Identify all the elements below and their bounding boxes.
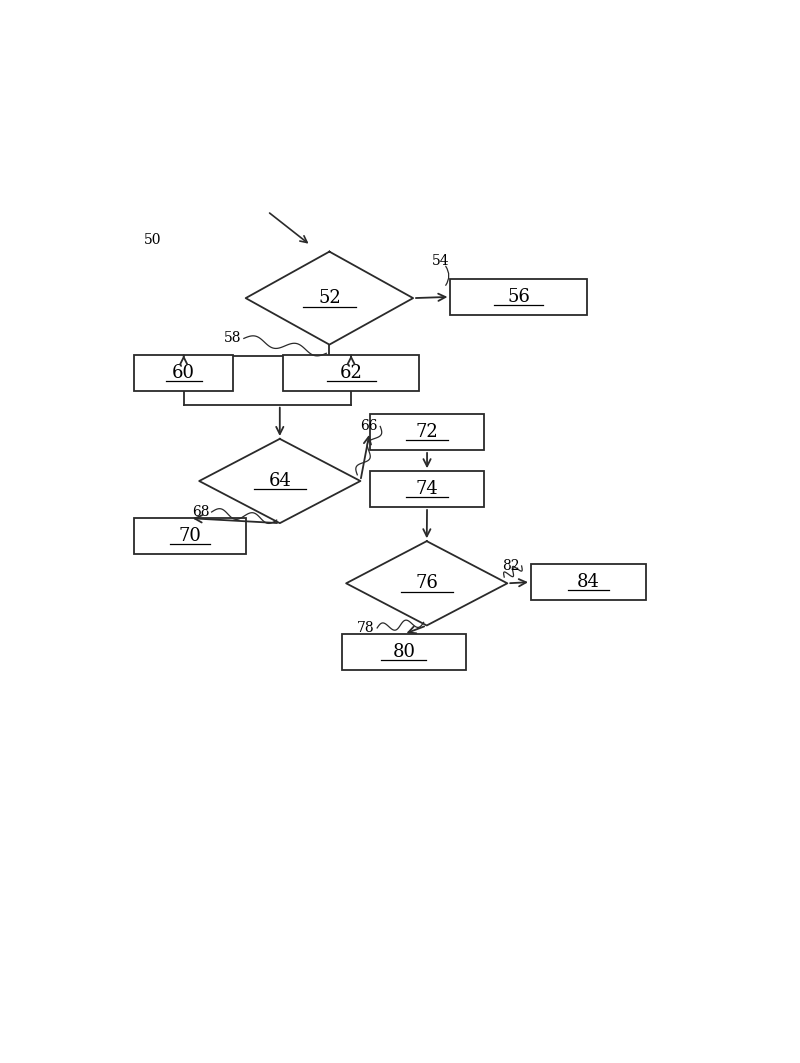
Text: 82: 82 [502, 559, 519, 573]
Bar [342, 635, 466, 670]
Text: 70: 70 [178, 527, 202, 545]
Text: 50: 50 [143, 234, 161, 248]
Text: 74: 74 [416, 480, 438, 499]
Text: 76: 76 [415, 574, 438, 592]
Text: 56: 56 [507, 288, 530, 306]
Text: 78: 78 [358, 621, 375, 635]
Bar [370, 415, 485, 450]
Text: 60: 60 [172, 365, 195, 382]
Text: 80: 80 [392, 643, 415, 661]
Polygon shape [346, 541, 507, 625]
Bar [531, 564, 646, 600]
Text: 52: 52 [318, 289, 341, 307]
Text: 84: 84 [577, 573, 600, 591]
Polygon shape [246, 252, 413, 344]
Text: 72: 72 [416, 423, 438, 441]
Bar [370, 471, 485, 507]
Bar [450, 279, 586, 315]
Bar [134, 519, 246, 554]
Text: 54: 54 [432, 254, 450, 268]
Polygon shape [199, 439, 360, 523]
Bar [134, 355, 234, 391]
Text: 62: 62 [340, 365, 362, 382]
Bar [283, 355, 419, 391]
Text: 66: 66 [360, 420, 378, 434]
Text: 68: 68 [192, 505, 210, 519]
Text: 64: 64 [268, 472, 291, 490]
Text: 58: 58 [224, 332, 242, 345]
